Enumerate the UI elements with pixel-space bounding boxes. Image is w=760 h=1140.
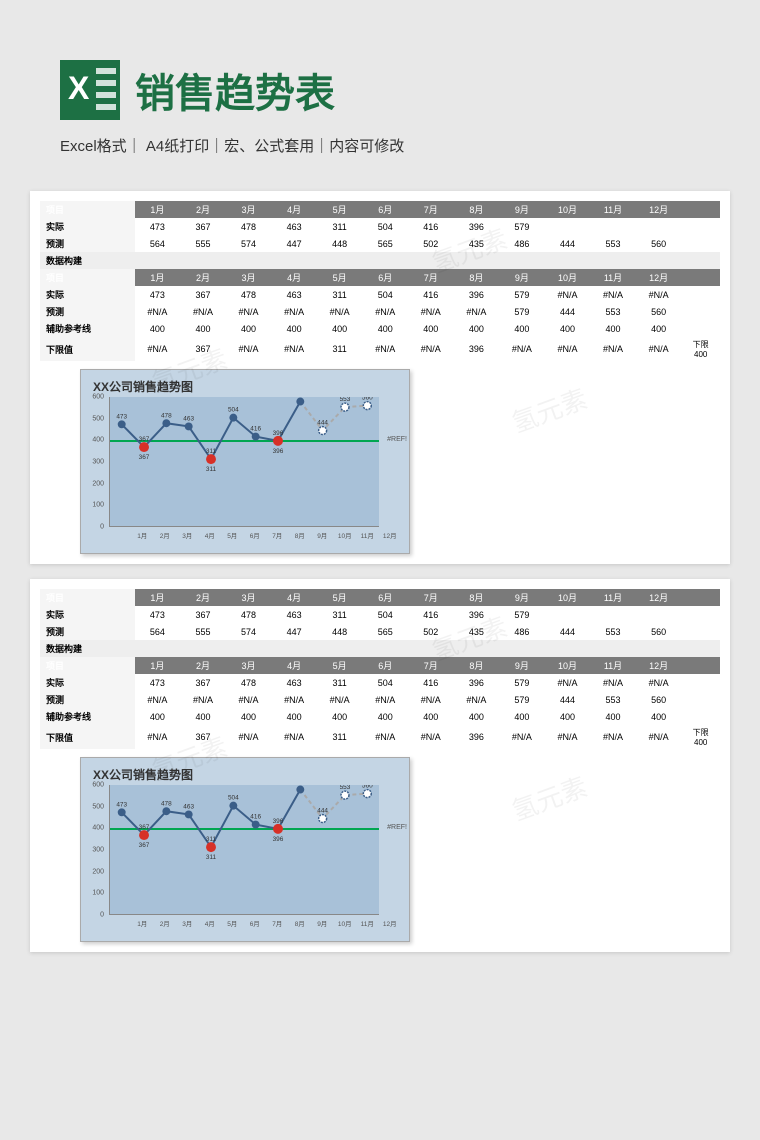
svg-text:463: 463 bbox=[183, 416, 194, 423]
svg-text:367: 367 bbox=[139, 842, 150, 849]
svg-text:444: 444 bbox=[317, 420, 328, 427]
col-month: 10月 bbox=[545, 589, 591, 606]
svg-text:504: 504 bbox=[228, 795, 239, 802]
col-month: 3月 bbox=[226, 201, 272, 218]
chart-title: XX公司销售趋势图 bbox=[87, 376, 403, 397]
excel-icon bbox=[60, 60, 120, 120]
page-subtitle: Excel格式｜ A4纸打印｜宏、公式套用｜内容可修改 bbox=[0, 130, 760, 176]
row-section: 数据构建 bbox=[40, 640, 720, 657]
header: 销售趋势表 bbox=[0, 20, 760, 130]
col-month: 8月 bbox=[454, 201, 500, 218]
col-month: 9月 bbox=[499, 589, 545, 606]
svg-text:579: 579 bbox=[295, 397, 306, 398]
svg-text:367: 367 bbox=[139, 454, 150, 461]
col-month: 6月 bbox=[362, 589, 408, 606]
col-month: 2月 bbox=[180, 589, 226, 606]
row-actual: 实际 bbox=[40, 218, 135, 235]
data-table: 项目1月2月3月4月5月6月7月8月9月10月11月12月实际473367478… bbox=[40, 201, 720, 361]
col-month: 7月 bbox=[408, 589, 454, 606]
col-month: 10月 bbox=[545, 201, 591, 218]
col-month: 4月 bbox=[271, 201, 317, 218]
col-month: 4月 bbox=[271, 589, 317, 606]
col-item: 项目 bbox=[40, 589, 135, 606]
page-title: 销售趋势表 bbox=[135, 61, 335, 119]
svg-text:553: 553 bbox=[340, 785, 351, 791]
svg-text:311: 311 bbox=[206, 854, 217, 861]
col-month: 12月 bbox=[636, 589, 682, 606]
svg-text:367: 367 bbox=[139, 436, 150, 443]
svg-text:396: 396 bbox=[273, 430, 284, 437]
svg-text:560: 560 bbox=[362, 785, 373, 790]
svg-text:311: 311 bbox=[206, 448, 217, 455]
col-month: 11月 bbox=[590, 589, 636, 606]
svg-text:553: 553 bbox=[340, 397, 351, 403]
col-month: 5月 bbox=[317, 201, 363, 218]
col-month: 2月 bbox=[180, 201, 226, 218]
col-month: 5月 bbox=[317, 589, 363, 606]
col-item: 项目 bbox=[40, 201, 135, 218]
svg-text:560: 560 bbox=[362, 397, 373, 402]
svg-text:367: 367 bbox=[139, 824, 150, 831]
col-month: 3月 bbox=[226, 589, 272, 606]
col-month: 8月 bbox=[454, 589, 500, 606]
chart: XX公司销售趋势图0100200300400500600#REF!4733674… bbox=[80, 369, 410, 554]
svg-text:396: 396 bbox=[273, 818, 284, 825]
worksheet: 氢元素氢元素氢元素项目1月2月3月4月5月6月7月8月9月10月11月12月实际… bbox=[30, 579, 730, 952]
svg-text:473: 473 bbox=[116, 413, 127, 420]
row-forecast: 预测 bbox=[40, 623, 135, 640]
svg-text:444: 444 bbox=[317, 808, 328, 815]
svg-text:416: 416 bbox=[250, 426, 261, 433]
col-month: 6月 bbox=[362, 201, 408, 218]
svg-text:396: 396 bbox=[273, 448, 284, 455]
svg-text:311: 311 bbox=[206, 466, 217, 473]
svg-text:478: 478 bbox=[161, 800, 172, 807]
svg-text:478: 478 bbox=[161, 412, 172, 419]
worksheet: 氢元素氢元素氢元素项目1月2月3月4月5月6月7月8月9月10月11月12月实际… bbox=[30, 191, 730, 564]
svg-text:416: 416 bbox=[250, 814, 261, 821]
col-month: 9月 bbox=[499, 201, 545, 218]
col-month: 7月 bbox=[408, 201, 454, 218]
chart-title: XX公司销售趋势图 bbox=[87, 764, 403, 785]
svg-text:504: 504 bbox=[228, 407, 239, 414]
svg-text:463: 463 bbox=[183, 804, 194, 811]
row-actual: 实际 bbox=[40, 606, 135, 623]
chart: XX公司销售趋势图0100200300400500600#REF!4733674… bbox=[80, 757, 410, 942]
col-month: 12月 bbox=[636, 201, 682, 218]
col-month: 1月 bbox=[135, 589, 181, 606]
svg-text:579: 579 bbox=[295, 785, 306, 786]
svg-text:396: 396 bbox=[273, 836, 284, 843]
col-month: 1月 bbox=[135, 201, 181, 218]
col-month: 11月 bbox=[590, 201, 636, 218]
svg-text:311: 311 bbox=[206, 836, 217, 843]
row-section: 数据构建 bbox=[40, 252, 720, 269]
row-forecast: 预测 bbox=[40, 235, 135, 252]
svg-text:473: 473 bbox=[116, 801, 127, 808]
data-table: 项目1月2月3月4月5月6月7月8月9月10月11月12月实际473367478… bbox=[40, 589, 720, 749]
